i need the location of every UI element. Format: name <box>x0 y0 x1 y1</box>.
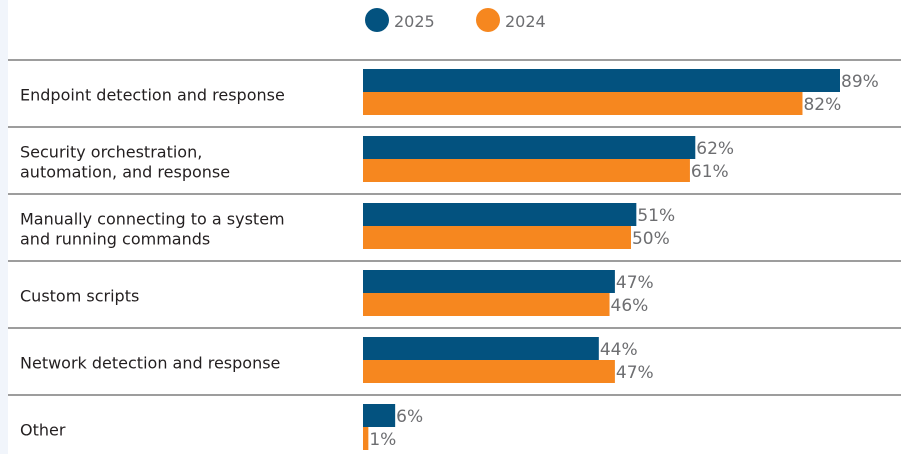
category-label-security-orchestration-automation-and-response: Security orchestration, automation, and r… <box>20 143 230 182</box>
category-label-manually-connecting-to-a-system-and-running-commands: Manually connecting to a system and runni… <box>20 210 285 249</box>
bar-2025-custom-scripts <box>363 270 615 293</box>
value-label-2024-manually-connecting-to-a-system: 50% <box>632 229 670 249</box>
bar-2025-security-orchestration <box>363 136 696 159</box>
value-label-2025-network-detection-and-response: 44% <box>600 340 638 360</box>
bar-2025-other <box>363 404 396 427</box>
category-label-other: Other <box>20 421 66 440</box>
category-label-endpoint-detection-and-response: Endpoint detection and response <box>20 86 285 105</box>
value-label-2024-network-detection-and-response: 47% <box>616 363 654 383</box>
bar-2025-network-detection-and-response <box>363 337 599 360</box>
bar-2024-manually-connecting-to-a-system <box>363 226 631 249</box>
chart-rows: Endpoint detection and response 89%82% Sec… <box>8 59 901 450</box>
bar-2024-endpoint-detection-and-response <box>363 92 803 115</box>
value-label-2024-endpoint-detection-and-response: 82% <box>803 95 841 115</box>
legend: 2025 2024 <box>365 8 546 32</box>
legend-swatch-2024 <box>476 8 500 32</box>
legend-swatch-2025 <box>365 8 389 32</box>
value-label-2025-other: 6% <box>396 407 423 427</box>
bar-2024-network-detection-and-response <box>363 360 615 383</box>
bar-2025-endpoint-detection-and-response <box>363 69 840 92</box>
value-label-2025-endpoint-detection-and-response: 89% <box>841 72 879 92</box>
category-label-network-detection-and-response: Network detection and response <box>20 354 280 373</box>
value-label-2024-security-orchestration: 61% <box>691 162 729 182</box>
value-label-2024-custom-scripts: 46% <box>611 296 649 316</box>
value-label-2024-other: 1% <box>369 430 396 450</box>
bar-2025-manually-connecting-to-a-system <box>363 203 637 226</box>
legend-label-2025: 2025 <box>394 12 435 31</box>
category-label-custom-scripts: Custom scripts <box>20 287 139 306</box>
legend-label-2024: 2024 <box>505 12 546 31</box>
value-label-2025-security-orchestration: 62% <box>696 139 734 159</box>
value-label-2025-manually-connecting-to-a-system: 51% <box>637 206 675 226</box>
left-margin-strip <box>0 0 8 454</box>
value-label-2025-custom-scripts: 47% <box>616 273 654 293</box>
bar-2024-custom-scripts <box>363 293 610 316</box>
bar-2024-security-orchestration <box>363 159 690 182</box>
bar-2024-other <box>363 427 369 450</box>
